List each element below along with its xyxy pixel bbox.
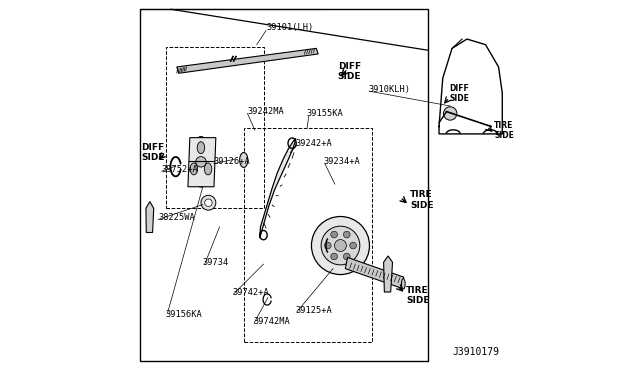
Ellipse shape bbox=[401, 279, 405, 289]
Polygon shape bbox=[188, 138, 216, 187]
Polygon shape bbox=[383, 256, 392, 292]
Circle shape bbox=[444, 107, 457, 120]
Text: 39156KA: 39156KA bbox=[166, 310, 202, 319]
Circle shape bbox=[201, 195, 216, 210]
Circle shape bbox=[324, 242, 331, 249]
Circle shape bbox=[344, 231, 350, 238]
Polygon shape bbox=[146, 202, 154, 232]
Circle shape bbox=[331, 253, 337, 260]
Circle shape bbox=[321, 226, 360, 265]
Text: TIRE
SIDE: TIRE SIDE bbox=[406, 286, 430, 305]
Text: 39242+A: 39242+A bbox=[296, 139, 333, 148]
Bar bbox=[140, 9, 428, 361]
Text: DIFF
SIDE: DIFF SIDE bbox=[141, 143, 165, 162]
Text: J3910179: J3910179 bbox=[452, 347, 499, 356]
Ellipse shape bbox=[190, 137, 212, 187]
Text: 39742+A: 39742+A bbox=[232, 288, 269, 296]
Circle shape bbox=[335, 240, 346, 251]
Ellipse shape bbox=[204, 163, 212, 175]
Bar bbox=[166, 46, 264, 208]
Ellipse shape bbox=[190, 163, 198, 175]
Text: 39752+A: 39752+A bbox=[162, 165, 198, 174]
Circle shape bbox=[344, 253, 350, 260]
Text: 39125+A: 39125+A bbox=[296, 306, 333, 315]
Ellipse shape bbox=[239, 153, 248, 167]
Circle shape bbox=[349, 242, 356, 249]
Text: 38225WA: 38225WA bbox=[158, 213, 195, 222]
Text: DIFF
SIDE: DIFF SIDE bbox=[449, 84, 469, 103]
Text: TIRE
SIDE: TIRE SIDE bbox=[410, 190, 433, 210]
Text: 39734: 39734 bbox=[203, 258, 229, 267]
Bar bbox=[244, 128, 372, 342]
Circle shape bbox=[196, 157, 206, 167]
Text: 39742MA: 39742MA bbox=[253, 317, 290, 326]
Text: 39155KA: 39155KA bbox=[307, 109, 344, 118]
Polygon shape bbox=[260, 138, 296, 238]
Text: 39234+A: 39234+A bbox=[324, 157, 360, 166]
Text: 39242MA: 39242MA bbox=[248, 107, 284, 116]
Text: 39126+A: 39126+A bbox=[214, 157, 251, 166]
Polygon shape bbox=[177, 48, 318, 73]
Text: 39101(LH): 39101(LH) bbox=[266, 23, 314, 32]
Text: DIFF
SIDE: DIFF SIDE bbox=[338, 62, 362, 81]
Text: TIRE
SIDE: TIRE SIDE bbox=[494, 121, 514, 140]
Ellipse shape bbox=[197, 142, 205, 154]
Text: 3910KLH): 3910KLH) bbox=[369, 85, 410, 94]
Circle shape bbox=[205, 199, 212, 206]
Circle shape bbox=[312, 217, 369, 275]
Circle shape bbox=[331, 231, 337, 238]
Polygon shape bbox=[346, 257, 404, 288]
